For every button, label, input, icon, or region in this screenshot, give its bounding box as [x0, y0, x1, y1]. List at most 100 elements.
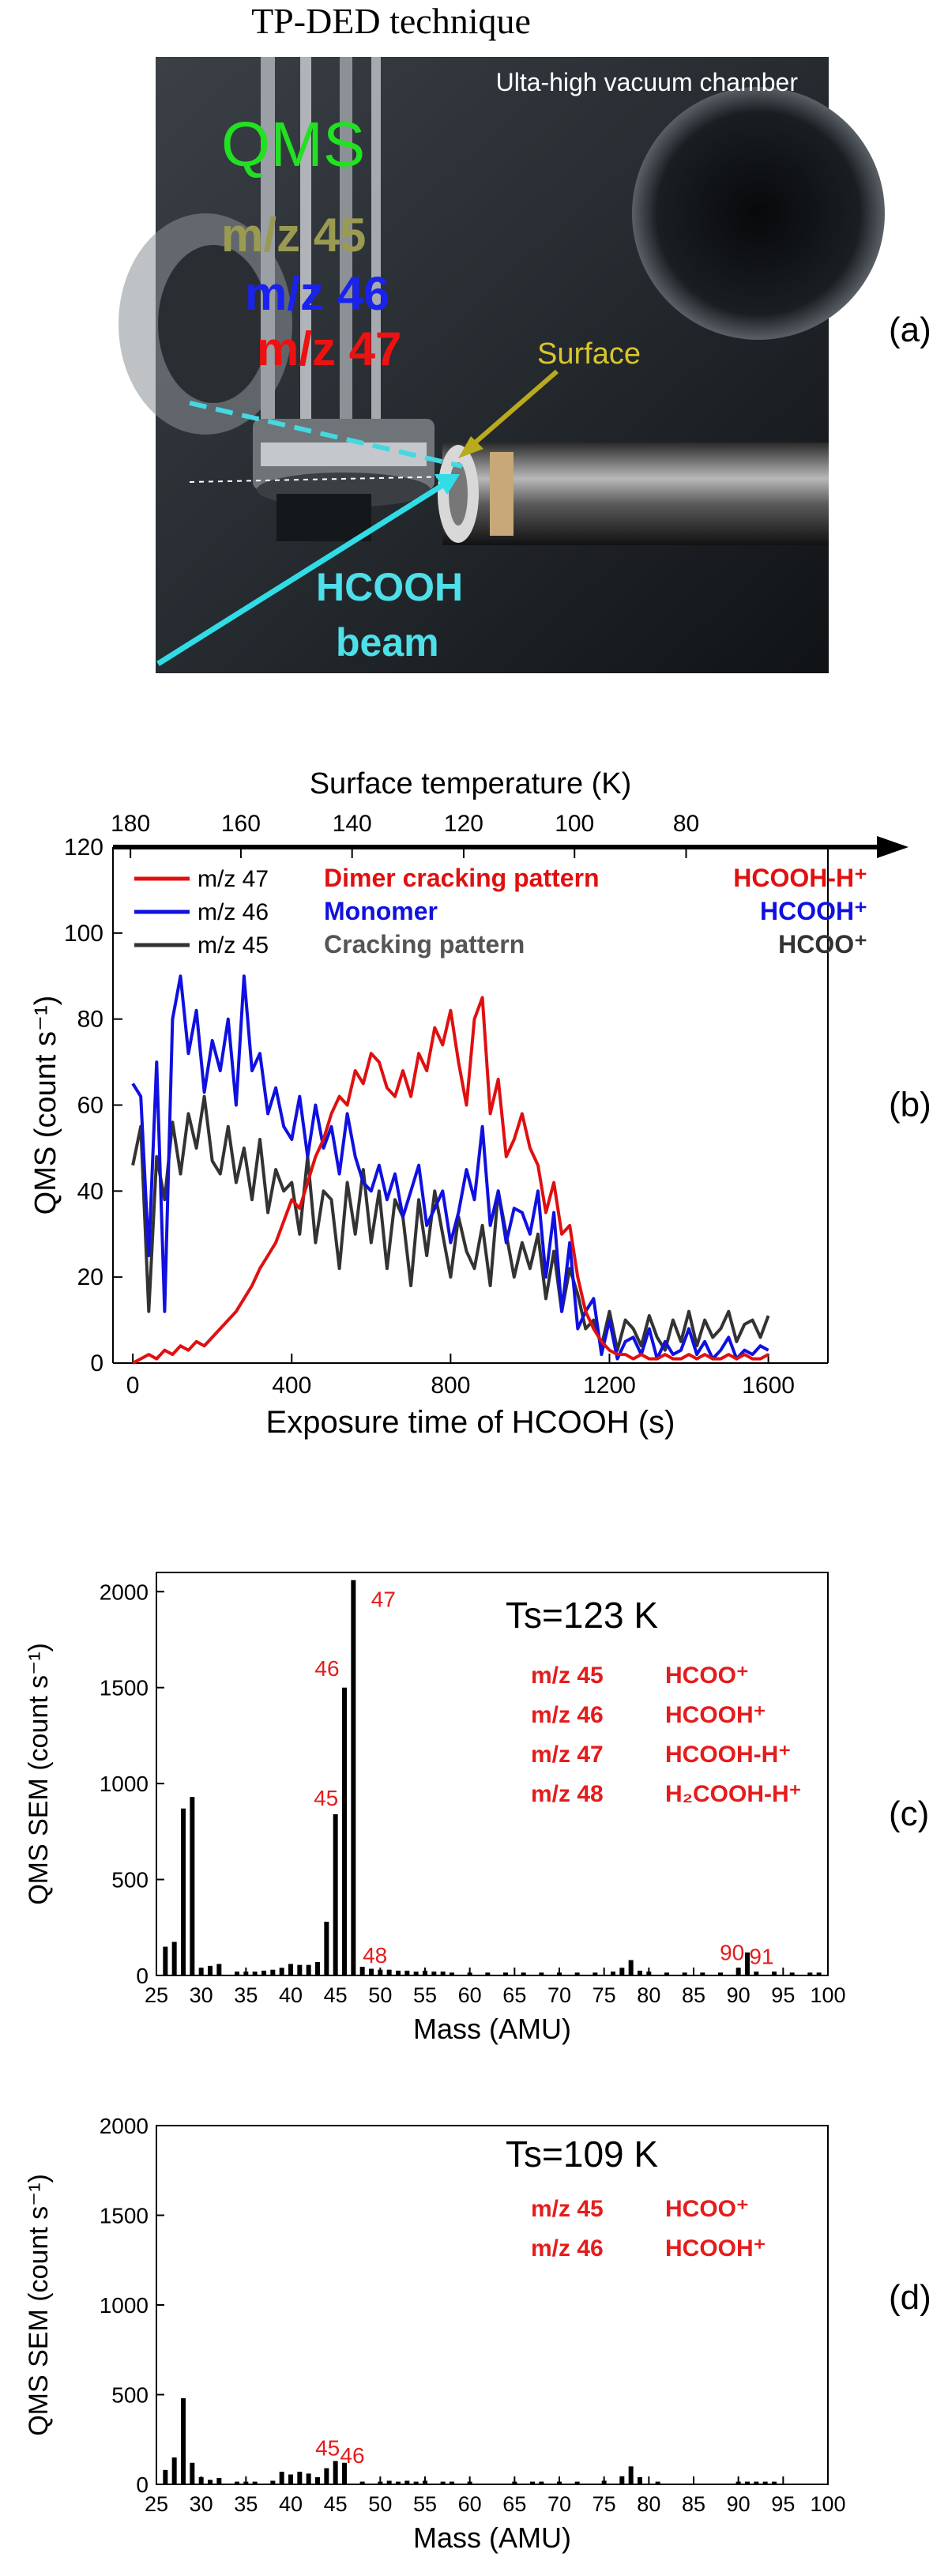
spectrum-bar [539, 1972, 544, 1975]
x-tick-label: 90 [727, 2492, 750, 2516]
spectrum-bar [638, 2476, 642, 2484]
y-tick-label: 1500 [100, 1676, 149, 1700]
x-tick-label: 100 [810, 1983, 845, 2007]
spectrum-bar [297, 2472, 303, 2484]
spectrum-bar [557, 2481, 562, 2484]
spectrum-title: Ts=123 K [506, 1595, 658, 1636]
spectrum-bar [378, 2481, 383, 2484]
mz47-label: m/z 47 [257, 322, 401, 375]
spectrum-bar [243, 1972, 249, 1975]
mz45-label: m/z 45 [221, 209, 366, 262]
x-tick-label: 50 [368, 1983, 392, 2007]
spectrum-bar [423, 2480, 427, 2484]
legend-series-label: m/z 46 [198, 899, 269, 925]
y-tick-label: 0 [136, 1964, 149, 1988]
peak-annotation: 46 [314, 1656, 339, 1681]
spectrum-bar [252, 1972, 258, 1975]
spectrum-bar [208, 2480, 213, 2484]
spectrum-bar [216, 2478, 222, 2484]
x-tick-label: 85 [682, 2492, 705, 2516]
assignment-mz: m/z 45 [531, 1663, 604, 1689]
x-tick-label: 400 [272, 1373, 311, 1399]
x-tick-label: 0 [126, 1373, 140, 1399]
x-tick-label: 80 [637, 2492, 660, 2516]
spectrum-bar [638, 1970, 642, 1975]
peak-annotation: 91 [749, 1944, 773, 1968]
beam-label-line1: HCOOH [316, 565, 463, 609]
assignment-ion: H₂COOH-H⁺ [665, 1781, 802, 1807]
y-tick-label: 20 [77, 1264, 103, 1290]
legend-series-label: m/z 45 [198, 932, 269, 958]
x-tick-label: 95 [771, 2492, 795, 2516]
spectrum-bar [279, 2472, 284, 2484]
y-axis-title: QMS SEM (count s⁻¹) [24, 2174, 54, 2436]
x-tick-label: 70 [547, 1983, 571, 2007]
beam-arrow [156, 478, 452, 666]
x-tick-label: 75 [592, 2492, 616, 2516]
assignment-ion: HCOO⁺ [665, 2196, 749, 2222]
spectrum-bar [404, 1970, 410, 1975]
spectrum-bar [628, 2466, 634, 2484]
x-tick-label: 1200 [583, 1373, 636, 1399]
peak-annotation: 47 [371, 1587, 396, 1612]
x-tick-label: 100 [810, 2492, 845, 2516]
spectrum-bar [369, 1968, 374, 1975]
spectrum-bar [521, 1972, 526, 1975]
spectrum-bar [807, 1972, 813, 1975]
x-axis-title: Mass (AMU) [413, 2013, 571, 2045]
assignment-mz: m/z 46 [531, 1702, 604, 1728]
x-tick-label: 60 [458, 1983, 482, 2007]
spectrum-bar [816, 1972, 822, 1975]
assignment-ion: HCOO⁺ [665, 1663, 749, 1689]
spectrum-bar [288, 1964, 293, 1975]
spectrum-bar [342, 2462, 347, 2484]
spectrum-bar [754, 1972, 759, 1975]
spectrum-bar [735, 1968, 741, 1975]
series-line-m-z-47 [132, 996, 769, 1365]
spectrum-bar [315, 2476, 320, 2484]
spectrum-bar [243, 2481, 249, 2484]
assignment-mz: m/z 48 [531, 1781, 604, 1807]
sample-holder [438, 443, 829, 545]
spectrum-bar [655, 2481, 660, 2484]
top-tick-label: 160 [221, 811, 261, 837]
x-tick-label: 60 [458, 2492, 482, 2516]
x-tick-label: 80 [637, 1983, 660, 2007]
assignment-mz: m/z 45 [531, 2196, 604, 2222]
x-tick-label: 800 [431, 1373, 470, 1399]
spectrum-bar [574, 2481, 580, 2484]
chamber-label: Ulta-high vacuum chamber [496, 68, 799, 96]
x-tick-label: 65 [502, 2492, 526, 2516]
spectrum-bar [503, 1972, 508, 1975]
spectrum-bar [646, 1972, 652, 1975]
surface-normal-line [189, 476, 455, 483]
spectrum-bar [351, 1580, 356, 1975]
spectrum-bar [601, 2480, 607, 2484]
panel-label-c: (c) [889, 1795, 929, 1833]
spectrum-bar [512, 2481, 517, 2484]
spectrum-bar [386, 2480, 392, 2484]
spectrum-bar [431, 1972, 437, 1975]
spectrum-bar [772, 2481, 777, 2484]
spectrum-bar [306, 1964, 311, 1975]
y-tick-label: 40 [77, 1178, 103, 1204]
panel-label-b: (b) [889, 1086, 931, 1124]
spectrum-bar [171, 2457, 177, 2484]
y-axis-title: QMS SEM (count s⁻¹) [24, 1643, 54, 1905]
y-tick-label: 60 [77, 1093, 103, 1119]
panel-label-d: (d) [889, 2278, 931, 2317]
spectrum-bar [190, 2462, 195, 2484]
top-axis-arrow-head [877, 836, 908, 858]
spectrum-bar [315, 1962, 320, 1975]
spectrum-bar [467, 2481, 472, 2484]
spectrum-bar [628, 1960, 634, 1975]
x-tick-label: 50 [368, 2492, 392, 2516]
panel-label-a: (a) [889, 311, 931, 349]
spectrum-bar [718, 1972, 723, 1975]
spectrum-bar [735, 2481, 741, 2484]
beam-arrow-head [434, 474, 460, 495]
spectrum-bar [342, 1687, 347, 1975]
x-tick-label: 30 [190, 2492, 213, 2516]
beam-label-line2: beam [336, 620, 439, 665]
y-tick-label: 1500 [100, 2204, 149, 2228]
